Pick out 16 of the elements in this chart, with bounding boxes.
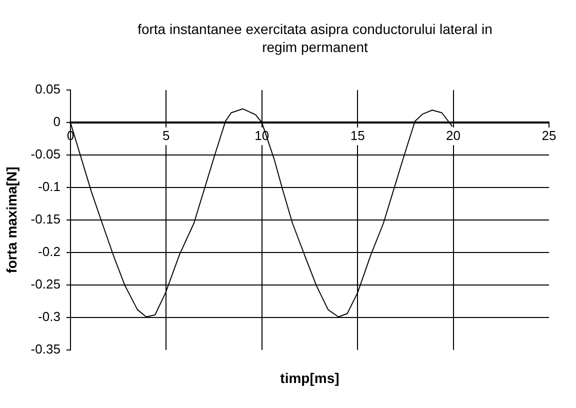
y-tick-label: 0 (53, 114, 60, 130)
y-tick-label: -0.05 (30, 146, 60, 162)
y-axis-title: forta maxima[N] (3, 166, 20, 274)
y-tick-label: -0.1 (38, 179, 60, 194)
x-axis-title: timp[ms] (280, 370, 340, 386)
x-tick-label: 15 (350, 128, 365, 143)
chart-title: forta instantanee exercitata asipra conductorului lateral in regim permanent (136, 20, 494, 56)
y-tick-label: -0.3 (38, 309, 60, 324)
y-tick-label: 0.05 (35, 82, 60, 97)
y-tick-label: -0.15 (30, 212, 60, 227)
y-tick-label: -0.35 (30, 342, 60, 357)
y-tick-label: -0.25 (30, 276, 60, 292)
x-tick-label: 5 (162, 128, 170, 143)
x-tick-label: 25 (542, 128, 556, 143)
x-tick-label: 20 (446, 128, 461, 143)
y-tick-label: -0.2 (38, 244, 60, 260)
